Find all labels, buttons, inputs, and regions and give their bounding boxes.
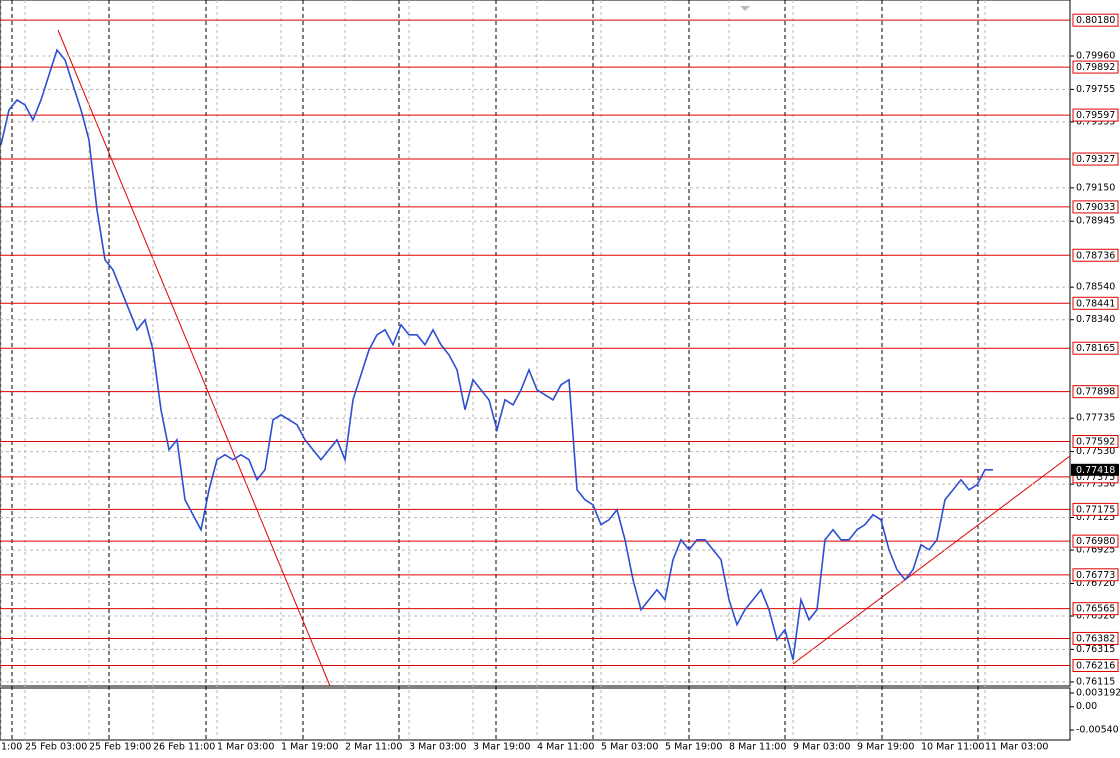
- level-label: 0.77898: [1076, 387, 1115, 398]
- level-label-box: [1072, 341, 1119, 355]
- x-tick-label: 5 Mar 19:00: [665, 742, 722, 753]
- level-label-box: [1072, 13, 1119, 27]
- price-line: [0, 48, 993, 660]
- current-price-box: [1071, 463, 1119, 476]
- y-tick-label: 0.79150: [1076, 182, 1115, 193]
- level-label: 0.80180: [1076, 15, 1115, 26]
- level-label-box: [1072, 385, 1119, 399]
- level-label: 0.76382: [1076, 633, 1115, 644]
- x-tick-label: 4 Mar 11:00: [537, 742, 594, 753]
- current-price-label: 0.77418: [1076, 465, 1115, 476]
- plot-frame: [0, 0, 1071, 687]
- indicator-tick-label: 0.00: [1076, 701, 1097, 712]
- level-label-box: [1072, 60, 1119, 74]
- level-label: 0.77175: [1076, 504, 1115, 515]
- level-label: 0.79327: [1076, 154, 1115, 165]
- level-label-box: [1072, 534, 1119, 548]
- y-tick-label: 0.77125: [1076, 512, 1115, 523]
- x-tick-label: 1 Mar 03:00: [217, 742, 274, 753]
- level-label-box: [1072, 200, 1119, 214]
- x-tick-label: 3 Mar 19:00: [473, 742, 530, 753]
- level-label: 0.77375: [1076, 472, 1115, 483]
- x-tick-label: 25 Feb 03:00: [25, 742, 87, 753]
- y-tick-label: 0.76720: [1076, 578, 1115, 589]
- level-label-box: [1072, 248, 1119, 262]
- x-tick-label: 8 Mar 11:00: [729, 742, 786, 753]
- x-tick-label: 9 Mar 03:00: [793, 742, 850, 753]
- y-tick-label: 0.77735: [1076, 413, 1115, 424]
- y-tick-label: 0.76315: [1076, 644, 1115, 655]
- level-label: 0.78736: [1076, 250, 1115, 261]
- y-tick-label: 0.76115: [1076, 676, 1115, 687]
- level-label: 0.77592: [1076, 436, 1115, 447]
- y-tick-label: 0.77330: [1076, 479, 1115, 490]
- x-tick-label: 3 Mar 03:00: [409, 742, 466, 753]
- level-label-box: [1072, 602, 1119, 616]
- level-label: 0.76773: [1076, 570, 1115, 581]
- x-tick-label: 1:00: [1, 742, 22, 753]
- level-label-box: [1072, 658, 1119, 672]
- level-label-box: [1072, 108, 1119, 122]
- y-tick-label: 0.79755: [1076, 84, 1115, 95]
- x-tick-label: 25 Feb 19:00: [89, 742, 151, 753]
- y-tick-label: 0.78945: [1076, 216, 1115, 227]
- level-label: 0.76216: [1076, 660, 1115, 671]
- y-tick-label: 0.79960: [1076, 51, 1115, 62]
- level-label: 0.79892: [1076, 62, 1115, 73]
- x-tick-label: 1 Mar 19:00: [281, 742, 338, 753]
- level-label: 0.79033: [1076, 202, 1115, 213]
- indicator-tick-label: 0.003192: [1076, 687, 1120, 698]
- x-tick-label: 10 Mar 11:00: [921, 742, 984, 753]
- level-label: 0.78441: [1076, 298, 1115, 309]
- y-tick-label: 0.77530: [1076, 446, 1115, 457]
- level-label-box: [1072, 502, 1119, 516]
- indicator-tick-label: -0.005401: [1076, 725, 1120, 736]
- y-tick-label: 0.79555: [1076, 116, 1115, 127]
- x-tick-label: 5 Mar 03:00: [601, 742, 658, 753]
- level-label-box: [1072, 434, 1119, 448]
- shift-marker: [740, 6, 750, 11]
- x-tick-label: 9 Mar 19:00: [857, 742, 914, 753]
- level-label: 0.79597: [1076, 110, 1115, 121]
- x-tick-label: 26 Feb 11:00: [153, 742, 215, 753]
- level-label: 0.76980: [1076, 536, 1115, 547]
- level-label: 0.78165: [1076, 343, 1115, 354]
- x-tick-label: 2 Mar 11:00: [345, 742, 402, 753]
- y-tick-label: 0.76520: [1076, 611, 1115, 622]
- level-label-box: [1072, 152, 1119, 166]
- day-separators: [11, 0, 979, 740]
- level-label-box: [1072, 631, 1119, 645]
- trendlines: [57, 29, 1071, 687]
- y-tick-label: 0.78540: [1076, 282, 1115, 293]
- level-label-box: [1072, 296, 1119, 310]
- level-label: 0.76565: [1076, 604, 1115, 615]
- x-tick-label: 11 Mar 03:00: [985, 742, 1048, 753]
- y-tick-label: 0.76925: [1076, 545, 1115, 556]
- indicator-frame: [0, 687, 1071, 741]
- level-label-box: [1072, 568, 1119, 582]
- y-tick-label: 0.78340: [1076, 314, 1115, 325]
